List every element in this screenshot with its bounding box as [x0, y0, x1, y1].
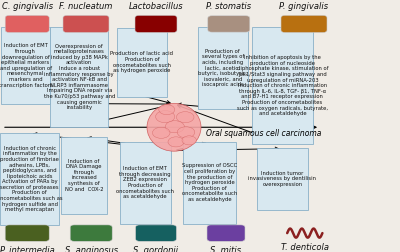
Text: Production of lactic acid
Production of
oncometabolites such
as hydrogen peroxid: Production of lactic acid Production of … — [110, 51, 174, 73]
Ellipse shape — [147, 103, 201, 151]
Text: Suppression of OSCC
cell proliferation by
the production of
hydrogen peroxide
Pr: Suppression of OSCC cell proliferation b… — [182, 163, 237, 202]
Circle shape — [168, 137, 184, 147]
Text: S. anginosus: S. anginosus — [65, 246, 118, 252]
Circle shape — [159, 105, 175, 115]
FancyBboxPatch shape — [207, 225, 245, 241]
Circle shape — [156, 111, 175, 123]
FancyBboxPatch shape — [1, 27, 50, 104]
FancyBboxPatch shape — [136, 225, 176, 241]
Text: P. gingivalis: P. gingivalis — [280, 2, 328, 11]
Circle shape — [152, 127, 170, 138]
FancyBboxPatch shape — [61, 137, 107, 214]
Text: Inhibition of apoptosis by the
production of nucleoside
diphosphate kinase, stim: Inhibition of apoptosis by the productio… — [237, 55, 328, 116]
Text: Production of
several types of
acids, including
lactic, acetic,
butyric, isobuty: Production of several types of acids, in… — [198, 49, 248, 87]
Text: P. intermedia: P. intermedia — [0, 246, 54, 252]
Circle shape — [165, 121, 184, 133]
Text: S. gordonii: S. gordonii — [134, 246, 178, 252]
Text: Overexpression of
metalloproteinases
induced by p38 MAPk
activation
Induce a rob: Overexpression of metalloproteinases ind… — [44, 44, 115, 110]
FancyBboxPatch shape — [252, 27, 313, 144]
FancyBboxPatch shape — [63, 15, 109, 33]
Text: C. gingivalis: C. gingivalis — [2, 2, 53, 11]
Text: Induction of
DNA Damage
through
increased
synthesis of
NO and  COX-2: Induction of DNA Damage through increase… — [65, 159, 103, 192]
FancyBboxPatch shape — [257, 148, 308, 210]
FancyBboxPatch shape — [50, 27, 108, 127]
Text: Induction of EMT
through decreasing
ZEB2 expression
Production of
oncometabolite: Induction of EMT through decreasing ZEB2… — [116, 166, 174, 199]
Text: Oral squamous cell carcinoma: Oral squamous cell carcinoma — [206, 129, 321, 138]
Text: S. mitis: S. mitis — [210, 246, 242, 252]
FancyBboxPatch shape — [183, 142, 236, 224]
Text: Induction tumor
invasiveness by dentilisin
overexpression: Induction tumor invasiveness by dentilis… — [248, 171, 316, 187]
Text: Induction of EMT
through
downregulation of
epithelial markers
and upregulation o: Induction of EMT through downregulation … — [0, 43, 52, 88]
Text: T. denticola: T. denticola — [281, 243, 329, 252]
Text: Induction of chronic
inflammation by the
production of fimbriae
adhesins, LPBs,
: Induction of chronic inflammation by the… — [0, 146, 62, 212]
FancyBboxPatch shape — [0, 133, 59, 225]
FancyBboxPatch shape — [281, 15, 327, 33]
FancyBboxPatch shape — [117, 28, 167, 97]
FancyBboxPatch shape — [70, 225, 112, 241]
FancyBboxPatch shape — [135, 15, 177, 33]
Circle shape — [177, 127, 195, 138]
Circle shape — [182, 136, 196, 145]
FancyBboxPatch shape — [198, 27, 248, 109]
Text: F. nucleatum: F. nucleatum — [59, 2, 113, 11]
FancyBboxPatch shape — [120, 142, 171, 224]
FancyBboxPatch shape — [5, 15, 49, 33]
Circle shape — [176, 112, 194, 123]
FancyBboxPatch shape — [5, 225, 49, 241]
Text: Lactobacillus: Lactobacillus — [129, 2, 183, 11]
Text: P. stomatis: P. stomatis — [206, 2, 251, 11]
FancyBboxPatch shape — [208, 16, 250, 32]
